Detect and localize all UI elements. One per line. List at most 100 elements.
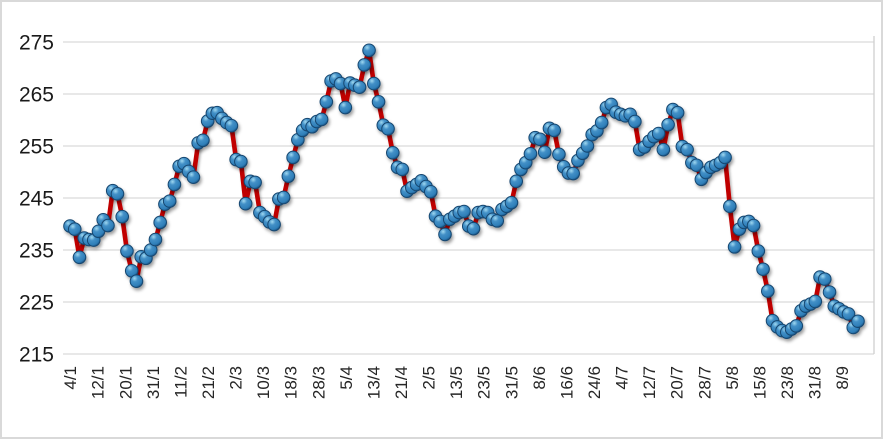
x-axis-tick-label: 13/4 — [364, 366, 383, 399]
x-axis-tick-label: 28/3 — [309, 366, 328, 399]
data-point-marker — [120, 244, 134, 258]
data-point-marker — [423, 184, 438, 199]
data-point-marker — [110, 187, 125, 201]
x-axis-tick-label: 21/4 — [392, 366, 411, 399]
data-point-marker — [680, 142, 694, 157]
data-point-marker — [751, 244, 766, 258]
data-point-marker — [723, 199, 737, 214]
data-point-marker — [248, 175, 262, 190]
x-axis-tick-label: 2/5 — [420, 366, 439, 390]
data-point-marker — [661, 117, 675, 132]
data-point-marker — [547, 123, 561, 138]
gridlines — [63, 36, 875, 355]
data-point-marker — [338, 100, 353, 115]
y-axis-tick-label: 225 — [19, 292, 54, 315]
data-point-marker — [267, 217, 281, 232]
x-axis-tick-label: 5/4 — [337, 366, 356, 390]
data-point-marker — [276, 190, 291, 205]
data-point-marker — [490, 214, 505, 228]
x-axis-tick-label: 23/5 — [475, 366, 494, 399]
data-point-marker — [101, 218, 115, 233]
series-line — [67, 48, 861, 335]
data-point-marker — [651, 126, 666, 141]
x-axis-tick-label: 18/3 — [282, 366, 301, 399]
data-point-marker — [162, 194, 177, 208]
data-point-marker — [509, 174, 524, 189]
data-point-marker — [167, 177, 182, 192]
x-axis-tick-label: 4/1 — [61, 366, 80, 390]
data-point-marker — [115, 209, 130, 224]
data-point-marker — [153, 215, 167, 230]
y-axis-tick-label: 245 — [19, 188, 54, 211]
data-point-marker — [224, 118, 239, 133]
data-point-marker — [718, 150, 732, 165]
data-point-marker — [72, 250, 87, 265]
data-point-marker — [817, 272, 832, 286]
data-point-marker — [196, 133, 210, 148]
data-point-marker — [357, 58, 372, 72]
x-axis-tick-label: 16/6 — [557, 366, 576, 399]
data-point-marker — [438, 227, 452, 242]
data-point-marker — [352, 80, 367, 95]
data-series — [63, 43, 865, 339]
data-point-marker — [566, 166, 580, 181]
x-axis-tick-label: 12/1 — [89, 366, 108, 399]
x-axis-tick-label: 5/8 — [723, 366, 742, 390]
data-point-marker — [186, 170, 201, 184]
x-axis-tick-label: 21/2 — [199, 366, 218, 399]
data-point-marker — [371, 95, 386, 109]
x-axis-tick-label: 11/2 — [171, 366, 190, 398]
data-point-marker — [537, 145, 552, 160]
data-point-marker — [670, 105, 685, 120]
data-point-marker — [466, 221, 481, 236]
x-axis-tick-label: 15/8 — [750, 366, 769, 399]
data-point-marker — [281, 169, 296, 183]
x-axis-tick-label: 24/6 — [585, 366, 604, 399]
x-axis-tick-label: 31/5 — [502, 366, 521, 399]
data-point-marker — [457, 204, 471, 219]
data-point-marker — [286, 150, 300, 165]
data-point-marker — [234, 154, 248, 169]
data-point-marker — [238, 196, 253, 211]
data-point-marker — [319, 95, 334, 109]
x-axis-tick-label: 8/6 — [530, 366, 549, 390]
data-point-marker — [761, 284, 775, 298]
data-point-marker — [504, 195, 519, 210]
y-axis-tick-label: 275 — [19, 32, 54, 55]
data-point-marker — [689, 158, 704, 173]
data-point-marker — [727, 240, 742, 254]
data-point-marker — [381, 122, 395, 136]
y-axis-tick-label: 255 — [19, 136, 54, 159]
x-axis-tick-label: 4/7 — [613, 366, 632, 390]
y-axis-labels: 215 225 235 245 255 265 275 — [19, 32, 54, 367]
data-point-marker — [822, 285, 837, 299]
data-point-marker — [395, 162, 410, 177]
y-axis-tick-label: 215 — [19, 344, 54, 367]
x-axis-tick-label: 31/1 — [144, 366, 163, 399]
x-axis-tick-label: 2/3 — [227, 366, 246, 390]
data-point-marker — [148, 232, 163, 247]
data-point-marker — [533, 132, 547, 147]
data-point-markers — [63, 43, 865, 339]
x-axis-tick-label: 20/1 — [116, 366, 135, 399]
y-axis-tick-label: 265 — [19, 84, 54, 107]
data-point-marker — [628, 114, 642, 129]
x-axis-tick-label: 23/8 — [778, 366, 797, 399]
data-point-marker — [841, 307, 856, 321]
x-axis-tick-label: 20/7 — [668, 366, 687, 399]
x-axis-labels: 4/1 12/1 20/1 31/1 11/2 21/2 2/3 10/3 18/3 28/3 5/… — [61, 366, 852, 399]
data-point-marker — [756, 262, 770, 277]
data-point-marker — [789, 319, 804, 333]
data-point-marker — [808, 294, 823, 309]
x-axis-tick-label: 13/5 — [447, 366, 466, 399]
data-point-marker — [580, 139, 595, 153]
y-axis-tick-label: 235 — [19, 240, 54, 263]
x-axis-tick-label: 12/7 — [640, 366, 659, 399]
data-point-marker — [362, 43, 376, 58]
data-point-marker — [129, 274, 144, 289]
data-point-marker — [656, 142, 671, 157]
data-point-marker — [552, 147, 566, 162]
data-point-marker — [851, 314, 865, 329]
